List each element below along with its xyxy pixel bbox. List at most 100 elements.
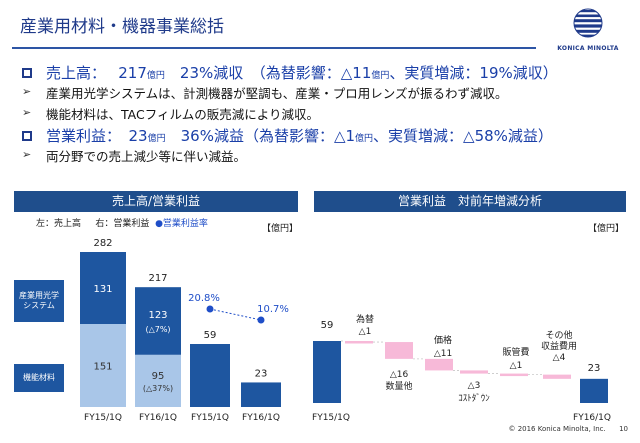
profit-bar (190, 344, 230, 407)
bullet-sub: ➢ 産業用光学システムは、計測機器が堅調も、産業・プロ用レンズが振るわず減収。 (18, 83, 628, 104)
waterfall-delta-bar (425, 358, 453, 371)
waterfall-label-line: 収益費用 (541, 340, 577, 352)
bullet-text: 営業利益： 23億円 36%減益（為替影響：△1億円、実質増減：△58%減益） (46, 125, 553, 146)
bullet-sub: ➢ 両分野での売上減少等に伴い減益。 (18, 146, 628, 167)
footer: © 2016 Konica Minolta, Inc. 10 (508, 425, 628, 433)
legend-sales: 左：売上高 (36, 219, 82, 229)
bullet-part: 23%減収 （為替影響：△11 (164, 64, 372, 82)
arrow-bullet-icon: ➢ (22, 148, 32, 161)
bullet-part: 36%減益（為替影響：△1 (165, 127, 356, 145)
x-tick-label: FY15/1Q (191, 413, 229, 423)
konica-minolta-logo-icon (573, 8, 603, 38)
sales-value-optical: 131 (93, 284, 112, 295)
bullet-main: 売上高： 217億円 23%減収 （為替影響：△11億円、実質増減：19%減収） (18, 62, 628, 83)
waterfall-label: その他収益費用△4 (541, 329, 577, 363)
profit-value-label: 23 (255, 368, 268, 379)
legend-rate: ●営業利益率 (155, 219, 208, 229)
bullet-part: 億円 (355, 134, 374, 144)
waterfall-label: △16 数量他 (385, 370, 412, 392)
waterfall-delta-bar (385, 342, 413, 359)
square-bullet-icon (22, 68, 32, 78)
bullet-text: 両分野での売上減少等に伴い減益。 (46, 146, 246, 165)
logo-text: KONICA MINOLTA (557, 45, 619, 52)
waterfall-label-line: △1 (510, 361, 523, 371)
waterfall-label: 59 (321, 320, 334, 331)
sales-bar-optical (135, 287, 181, 355)
bullet-part: 億円 (146, 71, 165, 81)
bullet-part: 営業利益： 23 (46, 127, 148, 145)
bullet-part: 、実質増減：19%減収） (389, 64, 558, 82)
bullet-part: 億円 (371, 71, 390, 81)
page-number: 10 (619, 425, 628, 433)
sales-bar-materials (135, 354, 181, 407)
sales-total-label: 282 (93, 238, 112, 249)
waterfall-label-line: その他 (545, 329, 572, 341)
bullet-part: 両分野での売上減少等に伴い減益。 (46, 149, 247, 164)
right-panel-header: 営業利益 対前年増減分析 (314, 191, 626, 212)
sales-value-materials: 95 (152, 371, 165, 382)
sales-total-label: 217 (148, 273, 167, 284)
waterfall-total-bar (313, 341, 341, 403)
left-panel-header: 売上高/営業利益 (14, 191, 298, 212)
rate-label: 10.7% (257, 304, 289, 315)
x-tick-label: FY16/1Q (242, 413, 280, 423)
segment-label-materials: 機能材料 (14, 364, 64, 392)
title-bar: 産業用材料・機器事業総括 (0, 0, 640, 58)
sales-annotation-optical: (△7%) (145, 325, 170, 334)
waterfall-label-line: △3 (468, 381, 481, 391)
waterfall-label-line: ｺｽﾄﾀﾞｳﾝ (458, 393, 490, 404)
segment-label-text: 産業用光学 システム (19, 291, 59, 310)
rate-point (206, 305, 214, 313)
copyright-text: © 2016 Konica Minolta, Inc. (508, 425, 606, 433)
rate-line (209, 308, 262, 321)
left-legend: 左：売上高 右：営業利益 ●営業利益率 (36, 216, 208, 229)
bullet-text: 機能材料は、TACフィルムの販売減により減収。 (46, 104, 319, 123)
waterfall-label-line: 数量他 (385, 380, 412, 392)
bullet-part: 産業用光学システムは、計測機器が堅調も、産業・プロ用レンズが振るわず減収。 (46, 86, 508, 101)
segment-label-optical: 産業用光学 システム (14, 280, 64, 322)
waterfall-label-line: 価格 (434, 334, 452, 346)
square-bullet-icon (22, 131, 32, 141)
waterfall-label-line: △4 (553, 353, 566, 363)
profit-value-label: 59 (204, 330, 217, 341)
right-unit: 【億円】 (588, 224, 625, 234)
x-tick-label: FY15/1Q (84, 413, 122, 423)
waterfall-delta-bar (460, 370, 488, 374)
x-tick-label: FY16/1Q (573, 413, 611, 423)
waterfall-label: 為替 △1 (356, 313, 374, 337)
waterfall-label-line: △1 (359, 327, 372, 337)
bullet-text: 産業用光学システムは、計測機器が堅調も、産業・プロ用レンズが振るわず減収。 (46, 83, 508, 102)
sales-annotation-materials: (△37%) (143, 384, 173, 393)
waterfall-delta-bar (500, 373, 528, 377)
arrow-bullet-icon: ➢ (22, 106, 32, 119)
legend-profit: 右：営業利益 (95, 219, 150, 229)
waterfall-label-line: 販管費 (502, 346, 529, 358)
sales-bar-optical (80, 252, 126, 325)
summary-bullets: 売上高： 217億円 23%減収 （為替影響：△11億円、実質増減：19%減収）… (18, 62, 628, 167)
x-tick-label: FY16/1Q (139, 413, 177, 423)
waterfall-label: 販管費 △1 (502, 346, 529, 371)
sales-value-optical: 123 (148, 310, 167, 321)
profit-bar (241, 382, 281, 407)
arrow-bullet-icon: ➢ (22, 85, 32, 98)
rate-point (257, 316, 265, 324)
bullet-text: 売上高： 217億円 23%減収 （為替影響：△11億円、実質増減：19%減収） (46, 62, 558, 83)
waterfall-label: 23 (588, 363, 601, 374)
waterfall-label-line: 為替 (356, 313, 374, 325)
waterfall-delta-bar (345, 341, 373, 344)
waterfall-label-line: △11 (434, 349, 452, 359)
bullet-part: 、実質増減：△58%減益） (373, 127, 553, 145)
rate-label: 20.8% (188, 293, 220, 304)
waterfall-delta-bar (543, 374, 571, 379)
waterfall-label-line: △16 (390, 370, 409, 380)
left-unit: 【億円】 (262, 224, 299, 234)
waterfall-total-bar (580, 378, 608, 403)
sales-bar-materials (80, 324, 126, 407)
bullet-main: 営業利益： 23億円 36%減益（為替影響：△1億円、実質増減：△58%減益） (18, 125, 628, 146)
x-tick-label: FY15/1Q (312, 413, 350, 423)
bullet-part: 億円 (147, 134, 166, 144)
page-title: 産業用材料・機器事業総括 (20, 17, 224, 37)
title-rule (12, 47, 536, 49)
bullet-part: 機能材料は、TACフィルムの販売減により減収。 (46, 107, 319, 122)
